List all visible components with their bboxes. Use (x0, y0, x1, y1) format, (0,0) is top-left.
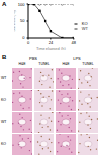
html-text:KO: KO (81, 21, 88, 26)
svg-text:Survival (%): Survival (%) (14, 10, 16, 32)
html-text:A: A (2, 1, 7, 7)
html-text:PBS: PBS (29, 56, 37, 61)
svg-text:50: 50 (20, 18, 25, 23)
html-text:H&E: H&E (62, 62, 70, 66)
html-text:H&E: H&E (18, 62, 26, 66)
html-text:LPS: LPS (73, 56, 81, 61)
html-text:WT: WT (81, 26, 88, 31)
html-text:TUNEL: TUNEL (38, 62, 50, 66)
html-text:TUNEL: TUNEL (82, 62, 94, 66)
html-text:B: B (2, 54, 7, 60)
svg-text:0: 0 (22, 35, 25, 40)
html-text:WT: WT (1, 76, 7, 80)
svg-text:0: 0 (27, 40, 30, 45)
html-text:KO: KO (1, 98, 7, 102)
html-text:WT: WT (1, 120, 7, 124)
html-text:KO: KO (1, 142, 7, 146)
svg-text:48: 48 (72, 40, 77, 45)
svg-text:Time elapsed (h): Time elapsed (h) (36, 46, 67, 50)
svg-text:100: 100 (18, 2, 25, 7)
svg-text:24: 24 (49, 40, 54, 45)
